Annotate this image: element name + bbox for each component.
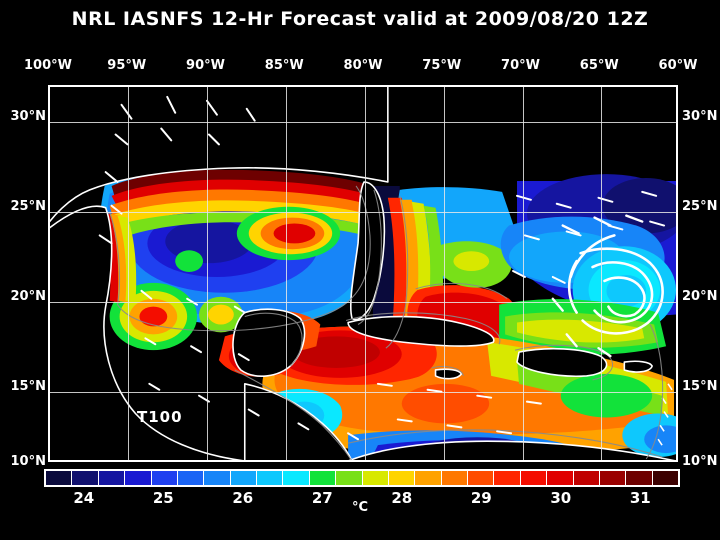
longitude-label: 100°W (24, 58, 72, 73)
colorbar-cell (626, 471, 653, 485)
sst-raster (50, 87, 676, 460)
figure-title: NRL IASNFS 12-Hr Forecast valid at 2009/… (71, 8, 649, 30)
colorbar-tick-label: 28 (391, 489, 413, 507)
colorbar-tick-label: 24 (73, 489, 95, 507)
latitude-label-right: 15°N (682, 379, 718, 394)
longitude-label: 90°W (186, 58, 225, 73)
colorbar-cell (257, 471, 284, 485)
colorbar-tick-label: 30 (550, 489, 572, 507)
colorbar-cell (46, 471, 73, 485)
longitude-label: 95°W (107, 58, 147, 73)
colorbar-unit-label: °C (351, 500, 369, 515)
colorbar-tick-label: 29 (470, 489, 492, 507)
latitude-label-left: 25°N (10, 199, 46, 214)
colorbar-cell (151, 471, 178, 485)
colorbar-cell (415, 471, 442, 485)
colorbar-tick-label: 31 (629, 489, 651, 507)
latitude-label-right: 10°N (682, 454, 718, 469)
colorbar-cell (468, 471, 495, 485)
longitude-label: 80°W (343, 58, 383, 73)
latitude-label-left: 20°N (10, 289, 46, 304)
longitude-label: 60°W (658, 58, 698, 73)
colorbar-tick-label: 25 (152, 489, 174, 507)
latitude-label-left: 15°N (10, 379, 46, 394)
colorbar-cell (177, 471, 205, 485)
colorbar-cell (72, 471, 99, 485)
colorbar-cell (204, 471, 231, 485)
latitude-label-right: 30°N (682, 109, 718, 124)
longitude-label: 65°W (579, 58, 619, 73)
colorbar-cell (336, 471, 363, 485)
colorbar-cell (125, 471, 152, 485)
colorbar-tick-label: 26 (232, 489, 254, 507)
colorbar-cell (520, 471, 548, 485)
colorbar-cell (362, 471, 389, 485)
colorbar-cell (599, 471, 627, 485)
longitude-label: 75°W (422, 58, 462, 73)
colorbar (44, 469, 680, 487)
colorbar-cell (652, 471, 678, 485)
longitude-label: 85°W (264, 58, 304, 73)
latitude-label-left: 30°N (10, 109, 46, 124)
latitude-label-right: 25°N (682, 199, 718, 214)
sst-color-field (50, 87, 676, 460)
colorbar-cell (547, 471, 574, 485)
colorbar-cell (98, 471, 126, 485)
colorbar-cell (309, 471, 337, 485)
colorbar-cell (283, 471, 310, 485)
latitude-label-left: 10°N (10, 454, 46, 469)
colorbar-cell (573, 471, 600, 485)
t100-annotation: T100 (137, 408, 183, 426)
colorbar-tick-label: 27 (311, 489, 333, 507)
colorbar-cell (388, 471, 416, 485)
colorbar-cell (494, 471, 521, 485)
colorbar-cell (441, 471, 468, 485)
map-plot-area (48, 85, 678, 462)
longitude-label: 70°W (501, 58, 540, 73)
colorbar-cell (230, 471, 257, 485)
latitude-label-right: 20°N (682, 289, 718, 304)
